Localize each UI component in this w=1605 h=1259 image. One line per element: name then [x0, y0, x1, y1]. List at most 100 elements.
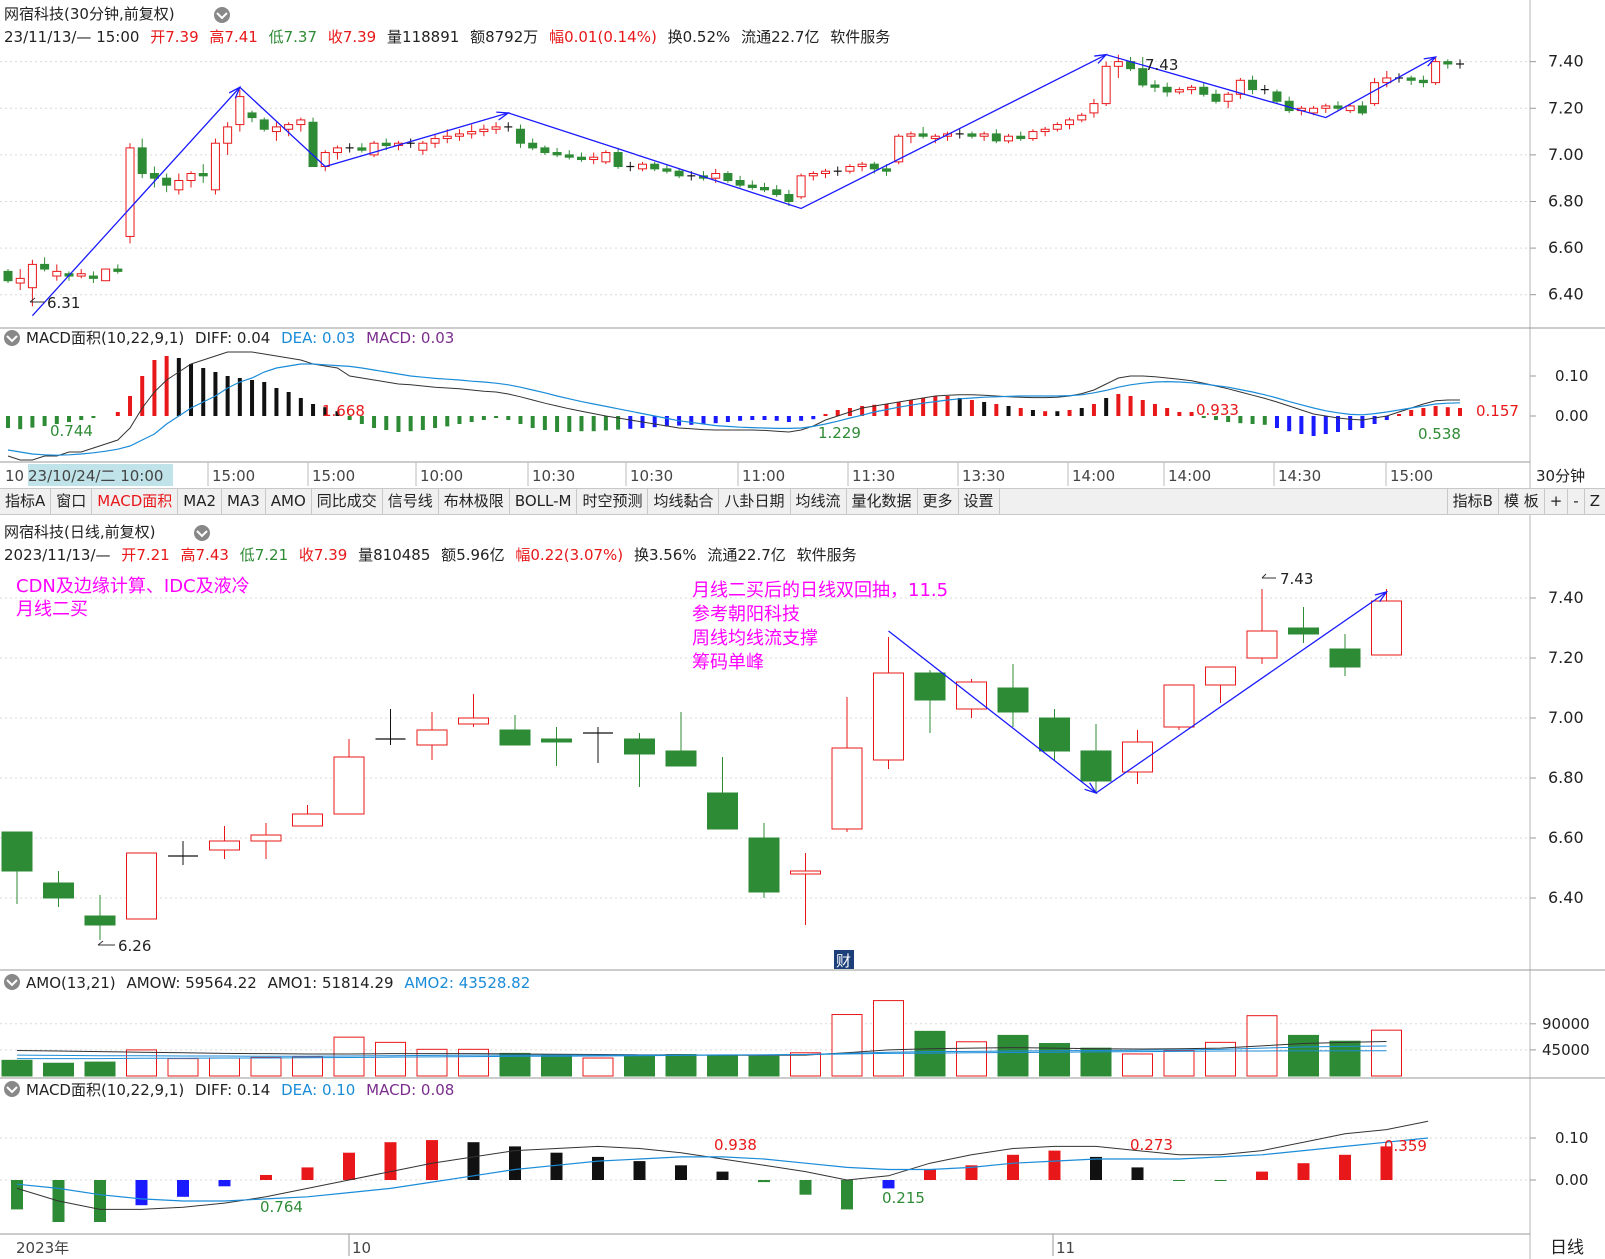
daily-info-close-label: 收: [299, 546, 314, 564]
toolbar-right-item[interactable]: 模 板: [1497, 489, 1544, 514]
candle: [894, 133, 904, 165]
daily-info-close: 7.39: [314, 546, 347, 564]
time-axis-label: 14:30: [1278, 467, 1321, 485]
toolbar-item[interactable]: 指标A: [0, 489, 52, 514]
candle: [1329, 634, 1361, 676]
candle: [873, 637, 904, 769]
bottom-axis-label: 10: [352, 1239, 371, 1257]
amo-bar: [873, 1000, 904, 1077]
daily-info-open-label: 开: [121, 546, 136, 564]
candle: [626, 161, 635, 172]
daily-note-left-line: CDN及边缘计算、IDC及液冷: [16, 576, 250, 597]
daily-info-low: 7.21: [255, 546, 288, 564]
amo-bar: [997, 1034, 1029, 1077]
daily-trend-arrowhead: [1084, 590, 1389, 795]
top-macd-chevron[interactable]: [4, 330, 20, 346]
daily-info-vol: 810485: [373, 546, 430, 564]
candle: [1205, 666, 1236, 703]
top-trend-line: [31, 53, 1436, 317]
toolbar-item[interactable]: 更多: [918, 489, 959, 514]
top-chart-title: 网宿科技(30分钟,前复权): [4, 5, 175, 23]
candle: [454, 129, 464, 141]
candle: [808, 171, 818, 181]
top-title-chevron[interactable]: [214, 7, 230, 23]
candle: [845, 164, 855, 174]
amo-chevron[interactable]: [4, 974, 20, 990]
candle: [467, 124, 477, 139]
amo-bar: [126, 1049, 157, 1077]
toolbar-item[interactable]: 窗口: [51, 489, 93, 514]
toolbar-item[interactable]: 同比成交: [312, 489, 383, 514]
bottom-axis-label: 11: [1056, 1239, 1075, 1257]
candle: [149, 166, 159, 188]
toolbar-item[interactable]: 量化数据: [847, 489, 918, 514]
candle: [198, 164, 208, 183]
toolbar-item[interactable]: 时空预测: [577, 489, 649, 514]
bottom-period-label[interactable]: 日线: [1550, 1238, 1584, 1258]
toolbar-item[interactable]: 设置: [959, 489, 1000, 514]
candle: [1260, 84, 1269, 95]
amo-bar: [1039, 1043, 1070, 1077]
y-tick-label: 6.40: [1548, 888, 1584, 907]
candle: [1371, 589, 1402, 656]
candle: [125, 143, 135, 244]
macd-bar: [924, 1169, 936, 1180]
toolbar-item[interactable]: 均线流: [791, 489, 847, 514]
candle: [137, 138, 147, 179]
daily-macd-chevron[interactable]: [4, 1081, 20, 1097]
toolbar-right-item[interactable]: -: [1567, 489, 1583, 514]
candle: [418, 140, 428, 155]
macd-bar: [11, 1180, 23, 1210]
y-tick-label: 0.00: [1555, 407, 1588, 425]
toolbar-item[interactable]: BOLL-M: [510, 489, 578, 514]
top-info-close-label: 收: [328, 28, 343, 46]
toolbar-item[interactable]: 信号线: [383, 489, 439, 514]
toolbar-item[interactable]: 均线黏合: [648, 489, 720, 514]
top-info-high: 7.41: [224, 28, 257, 46]
toolbar-item[interactable]: 八卦日期: [719, 489, 791, 514]
toolbar-item[interactable]: AMO: [266, 489, 312, 514]
toolbar-right-item[interactable]: Z: [1583, 489, 1605, 514]
macd-bar: [1173, 1180, 1185, 1181]
candle: [3, 269, 13, 284]
daily-info-high: 7.43: [196, 546, 229, 564]
toolbar-item[interactable]: MA3: [222, 489, 266, 514]
toolbar-item[interactable]: MA2: [178, 489, 222, 514]
candle: [906, 131, 916, 144]
candle: [918, 126, 928, 139]
candle: [601, 150, 611, 165]
toolbar-item[interactable]: MACD面积: [92, 489, 179, 514]
time-axis-label: 15:00: [212, 467, 255, 485]
candle: [292, 805, 323, 827]
top-price-grid: [0, 61, 1530, 296]
candle: [15, 269, 25, 291]
amo-bar: [292, 1056, 323, 1077]
amo-bar: [167, 1058, 199, 1077]
toolbar-right-item[interactable]: +: [1543, 489, 1568, 514]
candle: [831, 697, 863, 832]
candle: [1357, 101, 1367, 116]
top-info-turnover: 换0.52%: [668, 28, 731, 46]
candle: [76, 269, 86, 279]
toolbar-item[interactable]: 布林极限: [439, 489, 510, 514]
y-tick-label: 7.40: [1548, 588, 1584, 607]
top-high-label: 7.43: [1145, 56, 1178, 74]
candle: [1163, 684, 1195, 730]
daily-title-chevron[interactable]: [194, 525, 210, 541]
y-tick-label: 0.10: [1555, 1129, 1588, 1147]
top-macd-diff: DIFF: 0.04: [195, 329, 270, 347]
macd-bar: [260, 1174, 272, 1180]
candle: [162, 173, 172, 193]
finance-report-icon[interactable]: [834, 950, 854, 969]
toolbar-right-item[interactable]: 指标B: [1446, 489, 1498, 514]
macd-bar: [550, 1152, 563, 1180]
top-info-low: 7.37: [284, 28, 317, 46]
top-period-label[interactable]: 30分钟: [1536, 467, 1585, 485]
daily-note-mid-line: 月线二买后的日线双回抽，11.5: [692, 580, 948, 601]
top-time-highlight: [28, 464, 173, 486]
candle: [735, 175, 745, 188]
candle: [333, 739, 365, 815]
candle: [479, 124, 489, 137]
candle: [1246, 589, 1278, 664]
